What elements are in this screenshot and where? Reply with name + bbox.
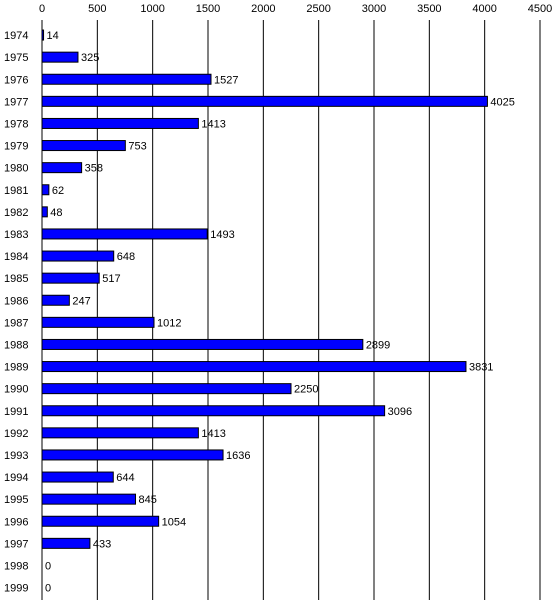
category-label: 1995: [4, 494, 28, 506]
category-label: 1984: [4, 251, 28, 263]
x-tick-label: 0: [39, 3, 45, 15]
bar: [41, 250, 115, 262]
bars: [41, 29, 488, 549]
x-axis-ticks: 0 500 1000 1500 2000 2500 3000 3500 4000 4500: [39, 3, 552, 15]
category-label: 1992: [4, 428, 28, 440]
category-label: 1999: [4, 583, 28, 595]
bar: [41, 471, 114, 483]
grid-lines: [41, 20, 541, 600]
data-label: 648: [117, 251, 135, 263]
bar: [41, 272, 100, 284]
category-label: 1988: [4, 339, 28, 351]
category-label: 1985: [4, 273, 28, 285]
bar: [41, 405, 386, 417]
data-label: 433: [93, 538, 111, 550]
category-label: 1998: [4, 560, 28, 572]
bar: [41, 51, 79, 63]
data-label: 1054: [162, 516, 186, 528]
data-label: 14: [47, 30, 59, 42]
bar: [41, 338, 364, 350]
data-label: 753: [128, 141, 146, 153]
bar: [41, 228, 208, 240]
category-label: 1977: [4, 96, 28, 108]
x-tick-label: 1000: [140, 3, 164, 15]
category-label: 1975: [4, 52, 28, 64]
data-label: 1012: [157, 317, 181, 329]
data-label: 3831: [469, 362, 493, 374]
data-labels: 14 325 1527 4025 1413 753 358 62 48 1493 648 517 247…: [45, 30, 515, 595]
data-label: 62: [52, 185, 64, 197]
category-label: 1982: [4, 207, 28, 219]
bar: [41, 73, 212, 85]
x-tick-label: 2500: [306, 3, 330, 15]
data-label: 4025: [490, 96, 514, 108]
data-label: 2899: [366, 339, 390, 351]
category-label: 1983: [4, 229, 28, 241]
bar: [41, 316, 155, 328]
category-label: 1996: [4, 516, 28, 528]
x-tick-label: 500: [88, 3, 106, 15]
data-label: 1493: [210, 229, 234, 241]
category-label: 1989: [4, 362, 28, 374]
bar: [41, 361, 467, 373]
data-label: 2250: [294, 384, 318, 396]
category-label: 1987: [4, 317, 28, 329]
x-tick-label: 4000: [472, 3, 496, 15]
data-label: 1413: [201, 118, 225, 130]
x-tick-label: 2000: [251, 3, 275, 15]
bar: [41, 184, 50, 196]
category-label: 1980: [4, 163, 28, 175]
data-label: 0: [45, 583, 51, 595]
bar: [41, 515, 160, 527]
category-label: 1994: [4, 472, 28, 484]
category-labels: 1974 1975 1976 1977 1978 1979 1980 1981 1982 1983…: [4, 30, 28, 595]
data-label: 517: [102, 273, 120, 285]
category-label: 1979: [4, 141, 28, 153]
category-label: 1993: [4, 450, 28, 462]
bar: [41, 537, 91, 549]
category-label: 1990: [4, 384, 28, 396]
data-label: 48: [50, 207, 62, 219]
category-label: 1978: [4, 118, 28, 130]
data-label: 1413: [201, 428, 225, 440]
data-label: 358: [85, 163, 103, 175]
data-label: 3096: [388, 406, 412, 418]
data-label: 644: [116, 472, 134, 484]
category-label: 1997: [4, 538, 28, 550]
category-label: 1976: [4, 74, 28, 86]
category-label: 1991: [4, 406, 28, 418]
bar: [41, 449, 224, 461]
category-label: 1974: [4, 30, 28, 42]
data-label: 845: [139, 494, 157, 506]
bar: [41, 117, 199, 129]
data-label: 325: [81, 52, 99, 64]
bar: [41, 140, 126, 152]
bar: [41, 493, 137, 505]
bar: [41, 294, 70, 306]
bar: [41, 206, 48, 218]
x-tick-label: 3000: [362, 3, 386, 15]
bar: [41, 162, 83, 174]
data-label: 0: [45, 560, 51, 572]
category-label: 1986: [4, 295, 28, 307]
x-tick-label: 1500: [196, 3, 220, 15]
x-tick-label: 4500: [528, 3, 552, 15]
bar: [41, 427, 199, 439]
data-label: 1636: [226, 450, 250, 462]
data-label: 247: [72, 295, 90, 307]
x-tick-label: 3500: [417, 3, 441, 15]
bar: [41, 95, 488, 107]
bar: [41, 383, 292, 395]
data-label: 1527: [214, 74, 238, 86]
category-label: 1981: [4, 185, 28, 197]
